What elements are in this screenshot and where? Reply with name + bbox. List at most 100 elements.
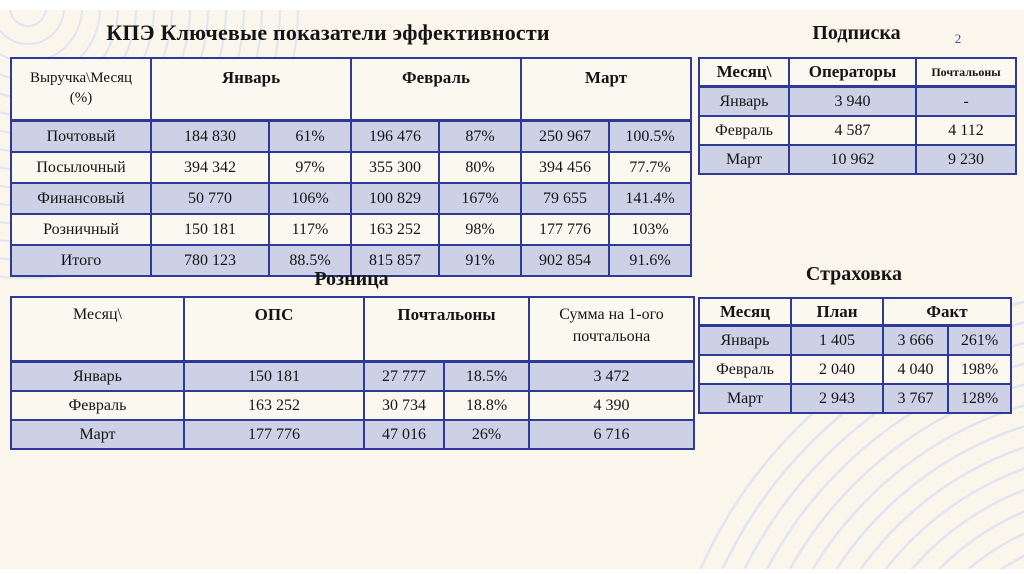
- table-cell: 4 587: [788, 115, 917, 146]
- table-cell: 163 252: [350, 213, 440, 246]
- kpi-corner-header: Выручка\Месяц (%): [10, 57, 152, 122]
- table-row: Январь 150 181 27 777 18.5% 3 472: [10, 360, 695, 392]
- table-cell: 79 655: [520, 182, 610, 215]
- retail-header-ops: ОПС: [183, 296, 365, 363]
- table-cell: 3 472: [528, 360, 695, 392]
- kpi-corner-line1: Выручка\Месяц: [29, 70, 133, 86]
- kpi-header-february: Февраль: [350, 57, 522, 122]
- table-cell: 117%: [268, 213, 352, 246]
- retail-header-postmen: Почтальоны: [363, 296, 530, 363]
- table-row: Февраль 163 252 30 734 18.8% 4 390: [10, 390, 695, 421]
- kpi-table: Выручка\Месяц (%) Январь Февраль Март По…: [10, 57, 692, 277]
- table-cell: 91%: [438, 244, 522, 277]
- table-cell: 18.8%: [443, 390, 530, 421]
- row-label: Февраль: [698, 354, 792, 385]
- insurance-header-plan: План: [790, 297, 884, 327]
- row-label: Январь: [10, 360, 185, 392]
- table-cell: 3 666: [882, 324, 949, 356]
- slide-bottom-edge: [0, 569, 1024, 574]
- retail-header-row: Месяц\ ОПС Почтальоны Сумма на 1-ого поч…: [10, 296, 695, 363]
- table-cell: 1 405: [790, 324, 884, 356]
- table-cell: 100 829: [350, 182, 440, 215]
- table-cell: 9 230: [915, 144, 1017, 175]
- table-cell: 3 767: [882, 383, 949, 414]
- retail-header-month: Месяц\: [10, 296, 185, 363]
- table-cell: 27 777: [363, 360, 445, 392]
- table-row: Март 2 943 3 767 128%: [698, 383, 1012, 414]
- subscription-header-month: Месяц\: [698, 57, 790, 88]
- insurance-header-fact: Факт: [882, 297, 1012, 327]
- table-cell: 261%: [947, 324, 1012, 356]
- subscription-table: Месяц\ Операторы Почтальоны Январь 3 940…: [698, 57, 1017, 175]
- table-cell: 61%: [268, 119, 352, 153]
- table-cell: 97%: [268, 151, 352, 184]
- table-cell: 47 016: [363, 419, 445, 450]
- retail-title: Розница: [314, 268, 389, 290]
- row-label: Март: [10, 419, 185, 450]
- table-cell: 80%: [438, 151, 522, 184]
- table-cell: 98%: [438, 213, 522, 246]
- table-cell: 77.7%: [608, 151, 692, 184]
- table-row: Почтовый 184 830 61% 196 476 87% 250 967…: [10, 119, 692, 153]
- table-cell: 394 342: [150, 151, 270, 184]
- table-cell: 100.5%: [608, 119, 692, 153]
- row-label: Посылочный: [10, 151, 152, 184]
- row-label: Финансовый: [10, 182, 152, 215]
- table-cell: 106%: [268, 182, 352, 215]
- table-cell: 26%: [443, 419, 530, 450]
- table-cell: 150 181: [150, 213, 270, 246]
- table-cell: 141.4%: [608, 182, 692, 215]
- table-cell: 184 830: [150, 119, 270, 153]
- row-label: Февраль: [698, 115, 790, 146]
- table-row: Февраль 4 587 4 112: [698, 115, 1017, 146]
- subscription-title: Подписка: [812, 22, 901, 44]
- table-cell: 177 776: [183, 419, 365, 450]
- table-cell: 355 300: [350, 151, 440, 184]
- insurance-title: Страховка: [805, 263, 903, 285]
- row-label: Февраль: [10, 390, 185, 421]
- table-row: Март 177 776 47 016 26% 6 716: [10, 419, 695, 450]
- table-cell: 902 854: [520, 244, 610, 277]
- table-cell: 6 716: [528, 419, 695, 450]
- subscription-header-postmen: Почтальоны: [915, 57, 1017, 88]
- slide-top-edge: [0, 0, 1024, 10]
- table-cell: 177 776: [520, 213, 610, 246]
- subscription-header-row: Месяц\ Операторы Почтальоны: [698, 57, 1017, 88]
- table-row: Март 10 962 9 230: [698, 144, 1017, 175]
- table-cell: 163 252: [183, 390, 365, 421]
- table-cell: 128%: [947, 383, 1012, 414]
- insurance-header-month: Месяц: [698, 297, 792, 327]
- table-row: Посылочный 394 342 97% 355 300 80% 394 4…: [10, 151, 692, 184]
- table-row: Январь 1 405 3 666 261%: [698, 324, 1012, 356]
- table-cell: 196 476: [350, 119, 440, 153]
- table-cell: 2 040: [790, 354, 884, 385]
- insurance-table: Месяц План Факт Январь 1 405 3 666 261% …: [698, 297, 1012, 414]
- row-label: Январь: [698, 324, 792, 356]
- table-cell: 150 181: [183, 360, 365, 392]
- table-cell: 4 390: [528, 390, 695, 421]
- subscription-header-operators: Операторы: [788, 57, 917, 88]
- table-cell: 10 962: [788, 144, 917, 175]
- table-row: Февраль 2 040 4 040 198%: [698, 354, 1012, 385]
- row-label: Март: [698, 383, 792, 414]
- table-cell: 4 040: [882, 354, 949, 385]
- table-cell: -: [915, 85, 1017, 117]
- table-cell: 394 456: [520, 151, 610, 184]
- table-cell: 50 770: [150, 182, 270, 215]
- kpi-header-january: Январь: [150, 57, 352, 122]
- table-cell: 250 967: [520, 119, 610, 153]
- page-title: КПЭ Ключевые показатели эффективности: [106, 20, 550, 45]
- table-cell: 815 857: [350, 244, 440, 277]
- table-cell: 2 943: [790, 383, 884, 414]
- table-cell: 198%: [947, 354, 1012, 385]
- retail-header-sum-per-postman: Сумма на 1-ого почтальона: [528, 296, 695, 363]
- table-cell: 103%: [608, 213, 692, 246]
- table-cell: 3 940: [788, 85, 917, 117]
- table-row: Розничный 150 181 117% 163 252 98% 177 7…: [10, 213, 692, 246]
- table-row: Финансовый 50 770 106% 100 829 167% 79 6…: [10, 182, 692, 215]
- table-cell: 87%: [438, 119, 522, 153]
- kpi-header-march: Март: [520, 57, 692, 122]
- slide-page-number: 2: [954, 31, 962, 46]
- row-label: Март: [698, 144, 790, 175]
- retail-table: Месяц\ ОПС Почтальоны Сумма на 1-ого поч…: [10, 296, 695, 450]
